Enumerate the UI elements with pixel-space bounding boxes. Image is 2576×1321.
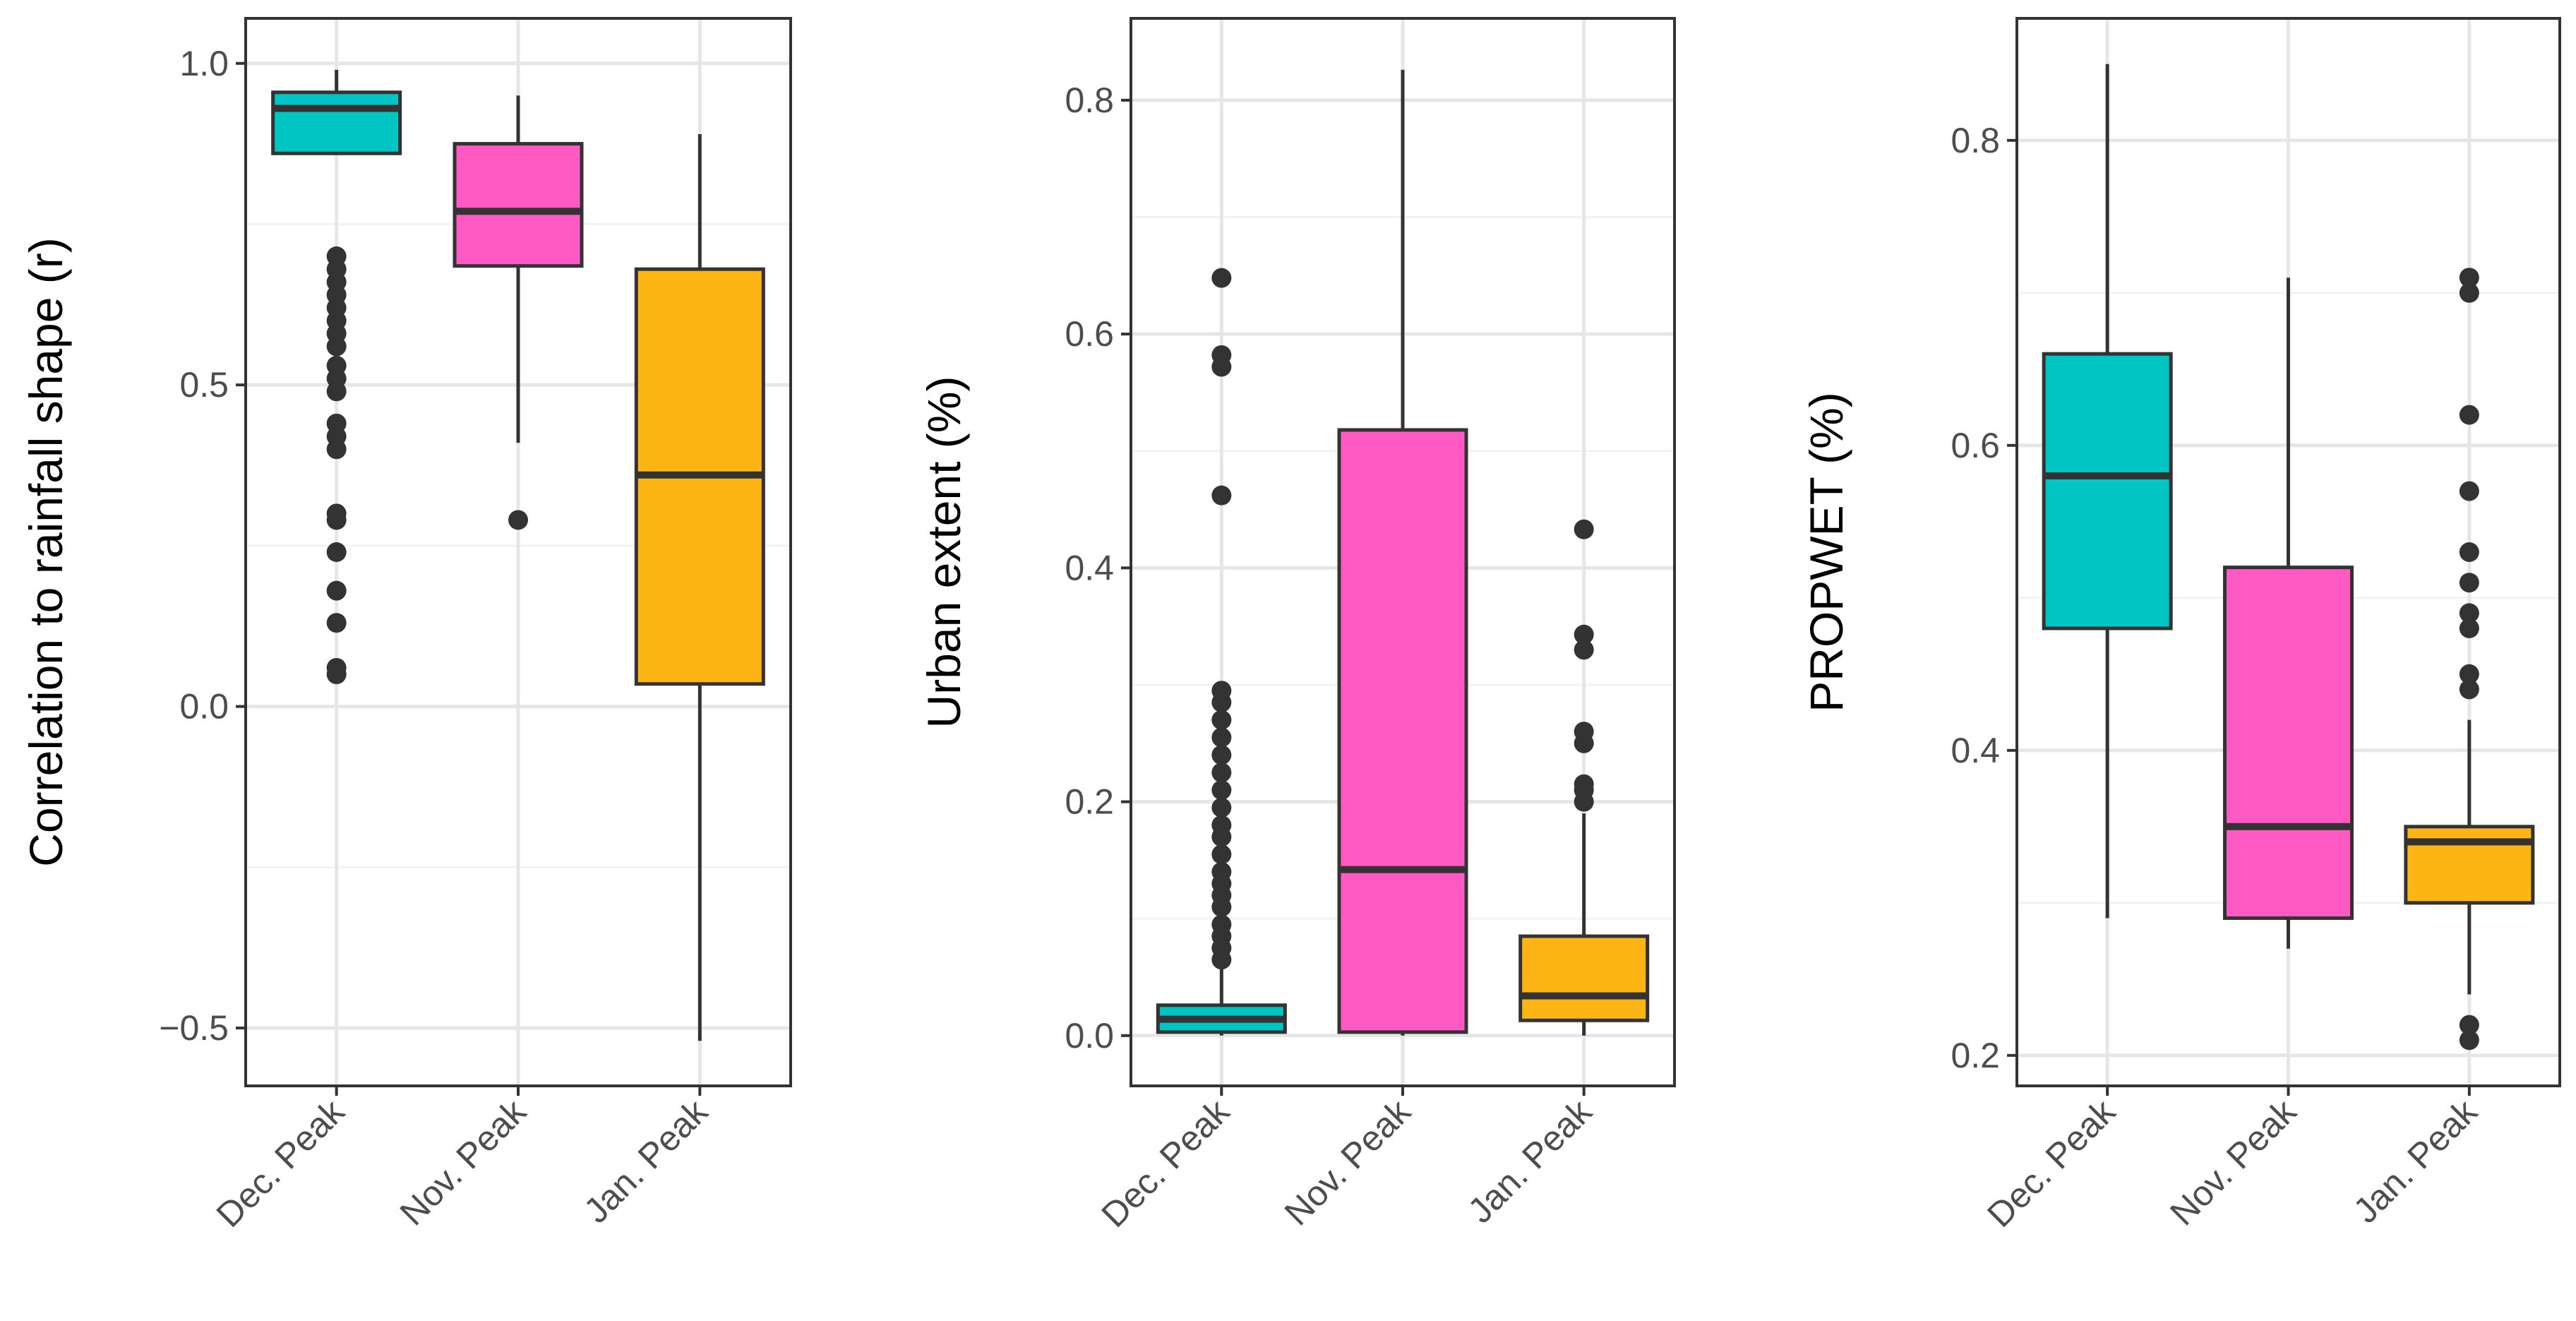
outlier-point [1211, 844, 1232, 865]
outlier-point [2459, 405, 2479, 425]
y-tick-label: 0.5 [179, 365, 229, 405]
panel-urban-extent: 0.0 0.2 0.4 0.6 0.8 Dec. Peak Nov. Peak Jan. Pe… [918, 17, 1676, 1235]
outlier-point [1211, 681, 1232, 701]
y-tick-label: −0.5 [159, 1008, 229, 1048]
outlier-point [326, 246, 347, 267]
box-group-nov-peak [1337, 69, 1468, 1036]
box-group-jan-peak [634, 133, 765, 1041]
box [2223, 566, 2354, 920]
y-tick-label: 0.2 [1065, 782, 1114, 822]
y-tick-label: 0.6 [1951, 426, 2000, 465]
y-axis-title: Urban extent (%) [918, 376, 970, 729]
outlier-point [2459, 573, 2479, 593]
outlier-point [1574, 722, 1594, 742]
outlier-point [326, 413, 347, 434]
outlier-point [1211, 797, 1232, 818]
x-tick-label: Jan. Peak [576, 1091, 716, 1231]
outlier-point [1211, 485, 1232, 506]
y-tick-label: 0.0 [179, 687, 229, 727]
y-tick-label: 0.2 [1951, 1036, 2000, 1075]
box [271, 90, 402, 155]
outlier-point [2459, 1030, 2479, 1051]
panel-correlation: −0.5 0.0 0.5 1.0 Dec. Peak Nov. Peak Jan. Peak… [20, 17, 792, 1235]
outlier-point [326, 503, 347, 524]
y-tick-label: 0.0 [1065, 1016, 1114, 1056]
outlier-point [1211, 727, 1232, 748]
box [2042, 352, 2173, 630]
box [2404, 825, 2535, 905]
outlier-point [1211, 914, 1232, 935]
box-group-dec-peak [2042, 64, 2173, 919]
box-group-dec-peak [1156, 268, 1287, 1036]
outlier-point [1574, 640, 1594, 660]
y-tick-label: 0.6 [1065, 314, 1114, 354]
outlier-point [1211, 861, 1232, 882]
outlier-point [326, 657, 347, 678]
y-tick-label: 0.4 [1065, 548, 1114, 587]
x-tick-label: Dec. Peak [1094, 1091, 1237, 1234]
panel-propwet: 0.2 0.4 0.6 0.8 Dec. Peak Nov. Peak Jan. Peak P… [1800, 17, 2561, 1235]
y-axis-title: Correlation to rainfall shape (r) [20, 237, 72, 866]
outlier-point [1211, 345, 1232, 365]
outlier-point [2459, 603, 2479, 623]
outlier-point [1211, 815, 1232, 835]
box-group-nov-peak [2223, 277, 2354, 949]
y-tick-label: 0.4 [1951, 731, 2000, 770]
y-tick-label: 0.8 [1065, 80, 1114, 120]
outlier-point [1211, 780, 1232, 801]
outlier-point [1574, 774, 1594, 794]
outlier-point [1574, 624, 1594, 645]
box [1337, 428, 1468, 1034]
outlier-point [2459, 664, 2479, 684]
outlier-point [508, 510, 528, 530]
outlier-point [2459, 679, 2479, 700]
outlier-point [2459, 268, 2479, 288]
outlier-point [2459, 542, 2479, 562]
outlier-point [1574, 519, 1594, 539]
outlier-point [326, 355, 347, 376]
x-tick-label: Nov. Peak [393, 1091, 534, 1233]
box [1518, 934, 1650, 1022]
box [453, 142, 584, 268]
x-tick-label: Nov. Peak [2162, 1091, 2304, 1233]
outlier-point [2459, 618, 2479, 638]
outlier-point [1211, 710, 1232, 730]
box-group-jan-peak [2404, 268, 2535, 1051]
x-tick-label: Nov. Peak [1277, 1091, 1419, 1233]
outlier-point [2459, 481, 2479, 501]
y-axis-title: PROPWET (%) [1800, 392, 1852, 712]
x-tick-label: Dec. Peak [209, 1091, 352, 1234]
x-tick-label: Dec. Peak [1979, 1091, 2123, 1234]
x-tick-label: Jan. Peak [1461, 1091, 1600, 1231]
box-group-dec-peak [271, 69, 402, 685]
outlier-point [1211, 763, 1232, 783]
outlier-point [2459, 282, 2479, 303]
box-group-nov-peak [453, 95, 584, 530]
box-group-jan-peak [1518, 519, 1650, 1036]
outlier-point [2459, 1015, 2479, 1035]
y-tick-label: 0.8 [1951, 121, 2000, 160]
outlier-point [326, 542, 347, 562]
y-tick-label: 1.0 [179, 44, 229, 83]
x-tick-label: Jan. Peak [2346, 1091, 2486, 1231]
outlier-point [326, 580, 347, 601]
outlier-point [326, 613, 347, 633]
outlier-point [1211, 268, 1232, 288]
outlier-point [1211, 745, 1232, 765]
